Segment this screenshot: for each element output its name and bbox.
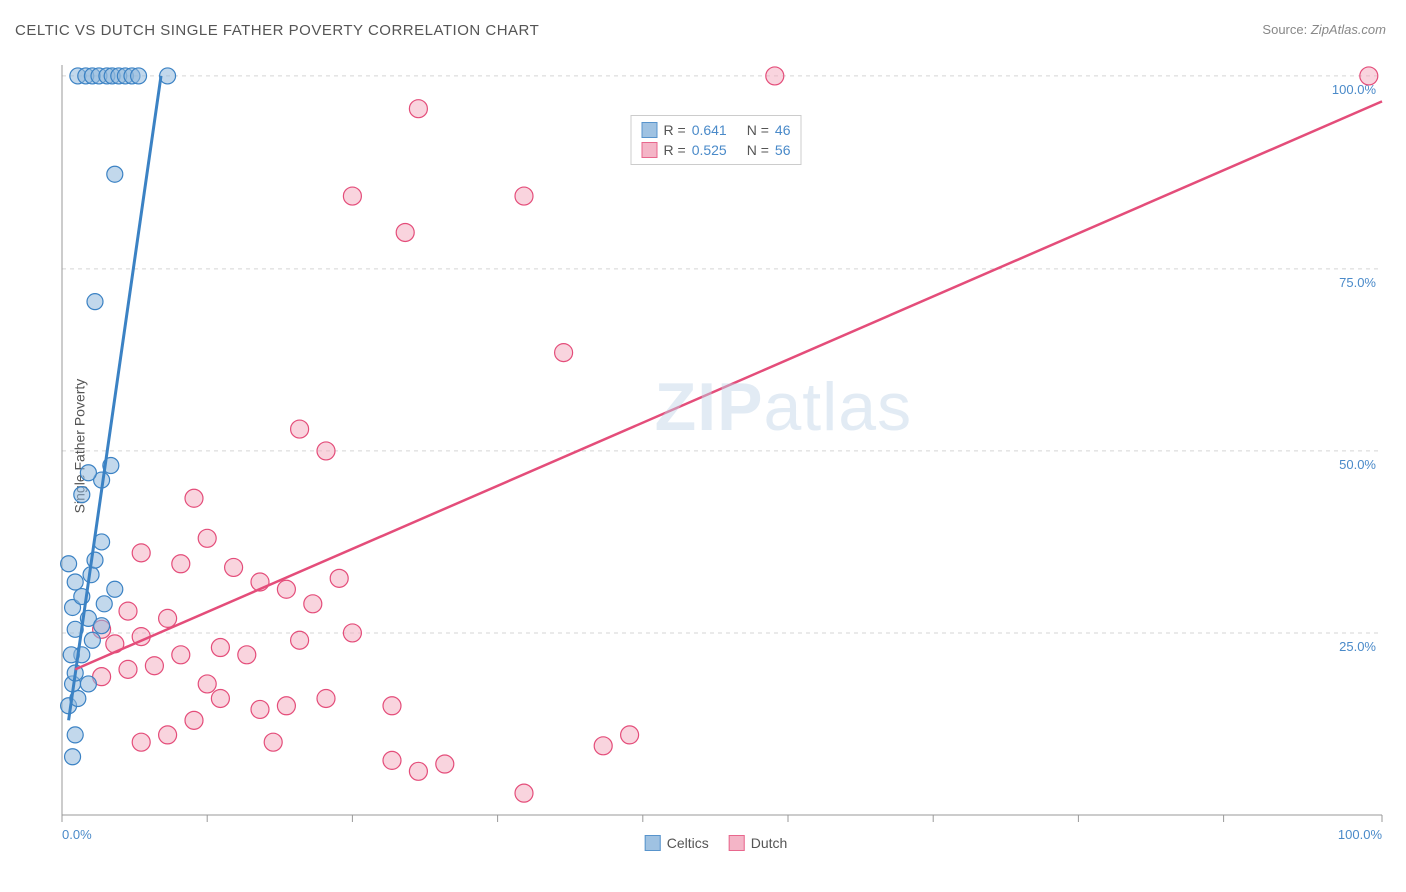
legend-swatch-dutch bbox=[642, 142, 658, 158]
r-label: R = bbox=[664, 142, 686, 158]
legend-swatch-dutch-bottom bbox=[729, 835, 745, 851]
legend-label-dutch: Dutch bbox=[751, 835, 788, 851]
n-value-dutch: 56 bbox=[775, 142, 791, 158]
svg-text:50.0%: 50.0% bbox=[1339, 457, 1376, 472]
n-label: N = bbox=[747, 122, 769, 138]
chart-svg: 25.0%50.0%75.0%100.0%0.0%100.0% bbox=[42, 55, 1390, 855]
svg-text:100.0%: 100.0% bbox=[1338, 827, 1383, 842]
chart-title: CELTIC VS DUTCH SINGLE FATHER POVERTY CO… bbox=[15, 22, 539, 39]
legend-label-celtics: Celtics bbox=[667, 835, 709, 851]
correlation-legend: R = 0.641 N = 46 R = 0.525 N = 56 bbox=[631, 115, 802, 165]
r-value-dutch: 0.525 bbox=[692, 142, 727, 158]
legend-item-dutch: Dutch bbox=[729, 835, 788, 851]
legend-swatch-celtics bbox=[642, 122, 658, 138]
series-legend: Celtics Dutch bbox=[645, 835, 788, 851]
legend-row-celtics: R = 0.641 N = 46 bbox=[642, 120, 791, 140]
source-value: ZipAtlas.com bbox=[1311, 22, 1386, 37]
legend-item-celtics: Celtics bbox=[645, 835, 709, 851]
n-value-celtics: 46 bbox=[775, 122, 791, 138]
svg-text:75.0%: 75.0% bbox=[1339, 275, 1376, 290]
r-label: R = bbox=[664, 122, 686, 138]
svg-text:0.0%: 0.0% bbox=[62, 827, 92, 842]
legend-swatch-celtics-bottom bbox=[645, 835, 661, 851]
source-attribution: Source: ZipAtlas.com bbox=[1262, 22, 1386, 37]
source-label: Source: bbox=[1262, 22, 1307, 37]
scatter-chart: 25.0%50.0%75.0%100.0%0.0%100.0% ZIPatlas… bbox=[42, 55, 1390, 855]
n-label: N = bbox=[747, 142, 769, 158]
svg-text:25.0%: 25.0% bbox=[1339, 639, 1376, 654]
r-value-celtics: 0.641 bbox=[692, 122, 727, 138]
legend-row-dutch: R = 0.525 N = 56 bbox=[642, 140, 791, 160]
